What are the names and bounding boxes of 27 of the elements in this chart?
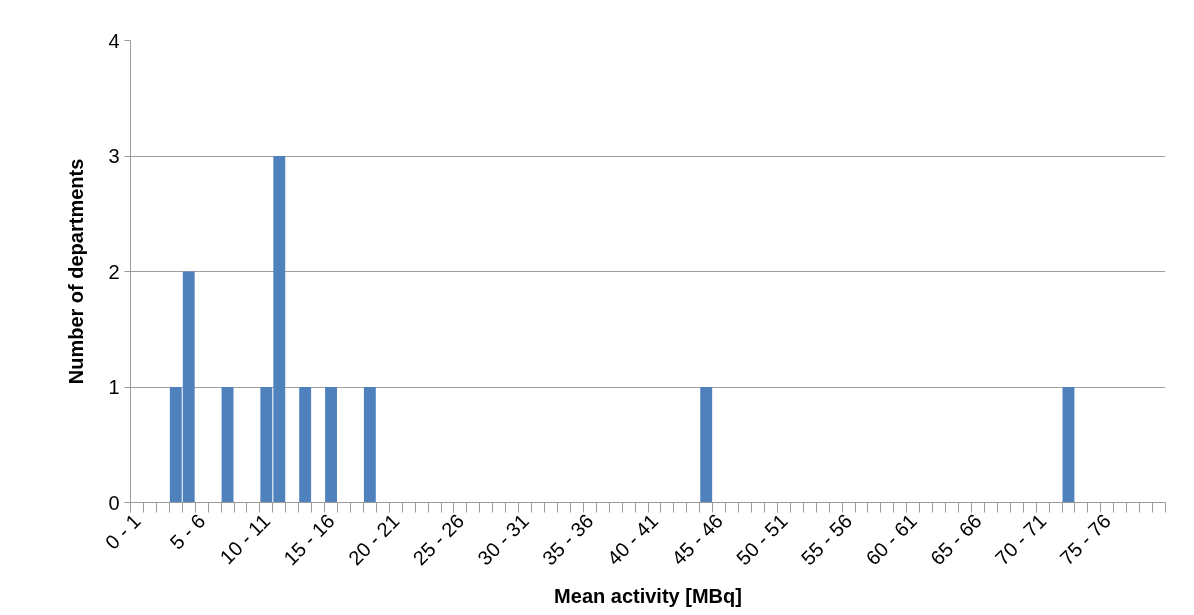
bar xyxy=(700,387,713,503)
bar xyxy=(363,387,376,503)
x-tick-label: 70 - 71 xyxy=(990,509,1051,570)
bar xyxy=(299,387,312,503)
bar xyxy=(221,387,234,503)
x-tick-label: 55 - 56 xyxy=(796,509,857,570)
y-tick-label: 2 xyxy=(108,260,120,283)
y-tick-label: 1 xyxy=(108,376,120,398)
x-tick-label: 25 - 26 xyxy=(408,509,469,570)
x-tick-label: 30 - 31 xyxy=(473,509,533,570)
bar xyxy=(325,387,337,503)
x-tick-label: 10 - 11 xyxy=(215,509,275,569)
x-tick-label: 20 - 21 xyxy=(343,509,404,570)
x-tick-label: 5 - 6 xyxy=(165,509,210,554)
x-tick-label: 65 - 66 xyxy=(926,509,986,570)
x-axis-title: Mean activity [MBq] xyxy=(554,585,742,608)
y-axis-title: Number of departments xyxy=(65,158,88,385)
x-tick-label: 60 - 61 xyxy=(861,509,921,570)
bar xyxy=(1062,387,1075,503)
x-tick-label: 35 - 36 xyxy=(537,509,598,570)
x-tick-label: 50 - 51 xyxy=(732,509,792,570)
x-tick-label: 75 - 76 xyxy=(1055,509,1116,570)
x-tick-label: 15 - 16 xyxy=(279,509,339,570)
y-tick-label: 4 xyxy=(108,29,120,52)
y-tick-label: 3 xyxy=(108,145,120,167)
x-tick-label: 40 - 41 xyxy=(602,509,663,570)
x-tick-label: 45 - 46 xyxy=(667,509,727,570)
